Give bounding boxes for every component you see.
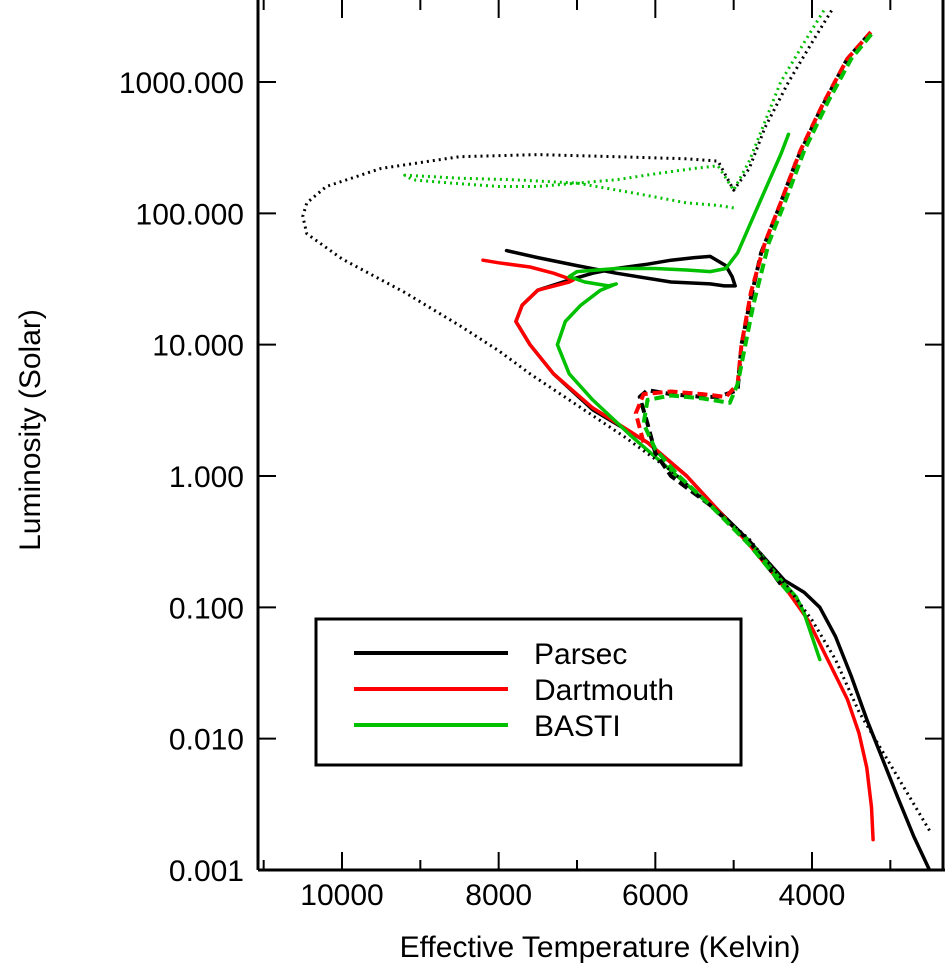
- series-line-6-dashed: [633, 30, 873, 444]
- legend-label: Dartmouth: [534, 674, 674, 707]
- series-line-7-dashed: [641, 30, 875, 594]
- series-line-3-dotted: [301, 9, 931, 832]
- legend-label: Parsec: [534, 638, 627, 671]
- y-tick-label: 100.000: [136, 198, 244, 231]
- plot-area: [256, 0, 945, 872]
- y-tick-label: 0.100: [169, 592, 244, 625]
- x-tick-label: 10000: [300, 879, 383, 912]
- y-tick-label: 10.000: [152, 330, 244, 363]
- legend-box: [314, 617, 743, 767]
- y-tick-label: 1.000: [169, 461, 244, 494]
- x-tick-label: 8000: [465, 879, 532, 912]
- y-tick-label: 0.010: [169, 724, 244, 757]
- axis-ticks: 10000 8000 6000 4000 0.001 0.010 0.100 1.000 10.…: [119, 0, 943, 912]
- x-tick-label: 4000: [779, 879, 846, 912]
- legend-label: BASTI: [534, 710, 621, 743]
- series-line-4-dotted: [403, 9, 826, 210]
- series-line-2-solid: [555, 132, 822, 662]
- series-layer: [301, 9, 932, 870]
- series-line-5-dashed: [637, 28, 875, 586]
- series-line-0-solid: [504, 248, 932, 870]
- y-tick-label: 1000.000: [119, 67, 244, 100]
- y-axis-label: Luminosity (Solar): [14, 309, 47, 551]
- x-axis-label: Effective Temperature (Kelvin): [400, 931, 801, 964]
- y-tick-label: 0.001: [169, 855, 244, 888]
- x-tick-label: 6000: [622, 879, 689, 912]
